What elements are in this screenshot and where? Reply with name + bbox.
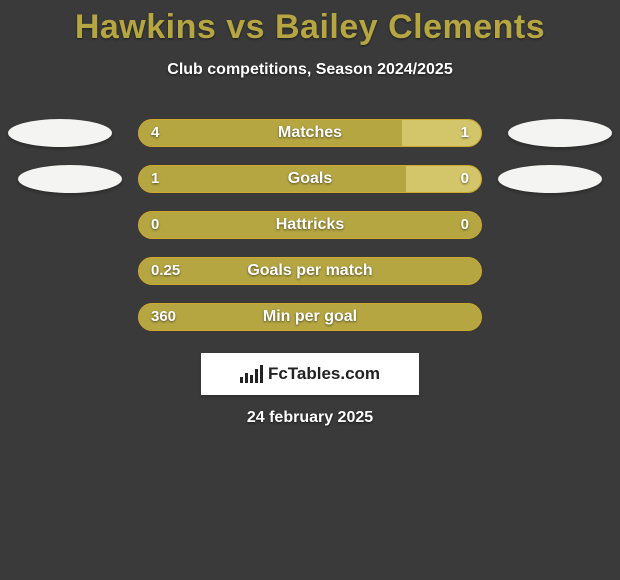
- stat-bar-right-fill: [402, 120, 481, 146]
- date-label: 24 february 2025: [0, 409, 620, 427]
- comparison-row: Goals10: [0, 157, 620, 203]
- stat-bar: Hattricks00: [138, 211, 482, 239]
- player-left-marker: [18, 165, 122, 193]
- player-left-marker: [8, 119, 112, 147]
- stat-bar-left-fill: [139, 304, 481, 330]
- page-title: Hawkins vs Bailey Clements: [0, 0, 620, 47]
- stat-bar-left-fill: [139, 166, 406, 192]
- bar-chart-icon: [240, 365, 262, 383]
- stat-bar: Goals10: [138, 165, 482, 193]
- logo-text: FcTables.com: [268, 364, 380, 384]
- comparison-rows: Matches41 Goals10 Hattricks00 Goals per mat…: [0, 111, 620, 341]
- stat-bar-right-fill: [406, 166, 481, 192]
- comparison-row: Min per goal360: [0, 295, 620, 341]
- logo-box: FcTables.com: [201, 353, 419, 395]
- comparison-row: Matches41: [0, 111, 620, 157]
- stat-bar-left-fill: [139, 120, 402, 146]
- comparison-row: Hattricks00: [0, 203, 620, 249]
- stat-bar-left-fill: [139, 212, 481, 238]
- stat-bar: Min per goal360: [138, 303, 482, 331]
- player-right-marker: [508, 119, 612, 147]
- comparison-row: Goals per match0.25: [0, 249, 620, 295]
- stat-bar-left-fill: [139, 258, 481, 284]
- page-subtitle: Club competitions, Season 2024/2025: [0, 61, 620, 79]
- stat-bar: Goals per match0.25: [138, 257, 482, 285]
- player-right-marker: [498, 165, 602, 193]
- stat-bar: Matches41: [138, 119, 482, 147]
